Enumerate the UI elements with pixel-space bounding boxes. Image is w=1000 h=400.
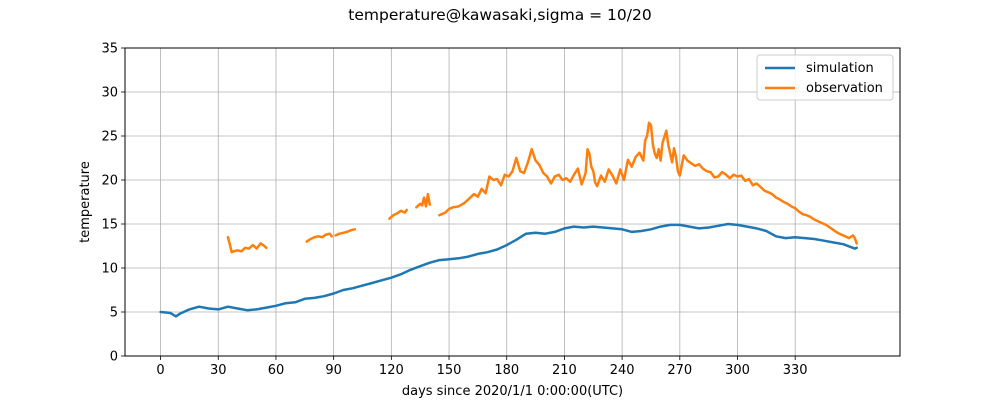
y-axis-label: temperature: [78, 161, 93, 243]
y-tick-label: 0: [110, 350, 118, 365]
y-tick-label: 30: [101, 86, 118, 101]
x-tick-label: 120: [379, 363, 404, 378]
y-axis-ticks: 0 5 10 15 20 25 30 35: [101, 42, 125, 365]
plot-frame: [124, 47, 901, 357]
series-line-simulation: [159, 222, 858, 318]
x-tick-label: 300: [725, 363, 750, 378]
x-tick-label: 150: [437, 363, 462, 378]
x-tick-label: 180: [494, 363, 519, 378]
x-tick-label: 330: [783, 363, 808, 378]
y-tick-label: 35: [101, 42, 118, 57]
x-tick-label: 60: [268, 363, 285, 378]
legend-label-observation: observation: [806, 81, 883, 96]
legend: simulation observation: [756, 54, 894, 101]
chart-title: temperature@kawasaki,sigma = 10/20: [348, 6, 651, 24]
y-tick-label: 5: [110, 306, 118, 321]
x-axis-ticks: 0 30 60 90 120 150 180 210 240 270 300 330: [156, 356, 808, 378]
x-tick-label: 90: [325, 363, 342, 378]
x-axis-label: days since 2020/1/1 0:00:00(UTC): [402, 384, 623, 399]
y-tick-label: 15: [101, 218, 118, 233]
series-line-observation: [334, 228, 357, 237]
series-line-observation: [415, 192, 432, 209]
series-line-observation: [388, 208, 408, 220]
series-line-observation: [226, 235, 268, 254]
y-tick-label: 25: [101, 130, 118, 145]
x-tick-label: 30: [210, 363, 227, 378]
plot-series: [159, 121, 858, 318]
series-line-observation: [438, 121, 858, 245]
y-tick-label: 10: [101, 262, 118, 277]
x-tick-label: 270: [667, 363, 692, 378]
x-tick-label: 210: [552, 363, 577, 378]
x-tick-label: 240: [610, 363, 635, 378]
legend-label-simulation: simulation: [806, 61, 874, 76]
x-tick-label: 0: [156, 363, 164, 378]
series-line-observation: [305, 232, 333, 243]
y-tick-label: 20: [101, 174, 118, 189]
